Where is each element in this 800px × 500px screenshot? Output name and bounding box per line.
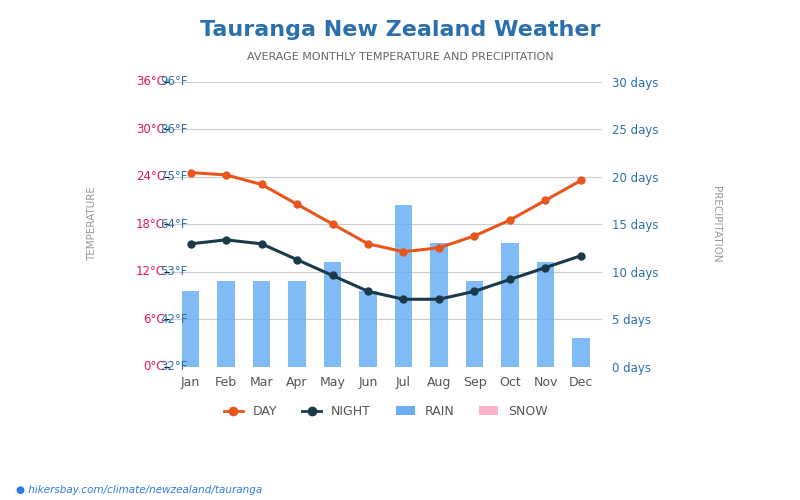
Bar xyxy=(182,290,199,366)
Text: 42°F: 42°F xyxy=(160,312,188,326)
Text: 64°F: 64°F xyxy=(160,218,188,230)
Text: 12°C: 12°C xyxy=(136,265,165,278)
Text: 24°C: 24°C xyxy=(136,170,165,183)
Bar xyxy=(466,281,483,366)
Text: 32°F: 32°F xyxy=(160,360,188,373)
Text: 86°F: 86°F xyxy=(160,122,188,136)
Bar xyxy=(359,290,377,366)
Bar xyxy=(253,281,270,366)
Legend: DAY, NIGHT, RAIN, SNOW: DAY, NIGHT, RAIN, SNOW xyxy=(219,400,553,423)
Text: 0°C: 0°C xyxy=(143,360,165,373)
Y-axis label: TEMPERATURE: TEMPERATURE xyxy=(87,186,97,262)
Y-axis label: PRECIPITATION: PRECIPITATION xyxy=(711,186,721,262)
Text: 36°C: 36°C xyxy=(136,75,165,88)
Bar xyxy=(501,243,519,366)
Text: AVERAGE MONTHLY TEMPERATURE AND PRECIPITATION: AVERAGE MONTHLY TEMPERATURE AND PRECIPIT… xyxy=(246,52,554,62)
Bar xyxy=(430,243,448,366)
Text: 6°C: 6°C xyxy=(143,312,165,326)
Bar xyxy=(572,338,590,366)
Bar xyxy=(394,205,412,366)
Text: 30°C: 30°C xyxy=(136,122,165,136)
Bar xyxy=(324,262,342,366)
Text: Tauranga New Zealand Weather: Tauranga New Zealand Weather xyxy=(200,20,600,40)
Bar xyxy=(288,281,306,366)
Bar xyxy=(217,281,235,366)
Text: ● hikersbay.com/climate/newzealand/tauranga: ● hikersbay.com/climate/newzealand/taura… xyxy=(16,485,262,495)
Text: 53°F: 53°F xyxy=(161,265,188,278)
Text: 18°C: 18°C xyxy=(136,218,165,230)
Bar xyxy=(537,262,554,366)
Text: 75°F: 75°F xyxy=(160,170,188,183)
Text: 96°F: 96°F xyxy=(160,75,188,88)
